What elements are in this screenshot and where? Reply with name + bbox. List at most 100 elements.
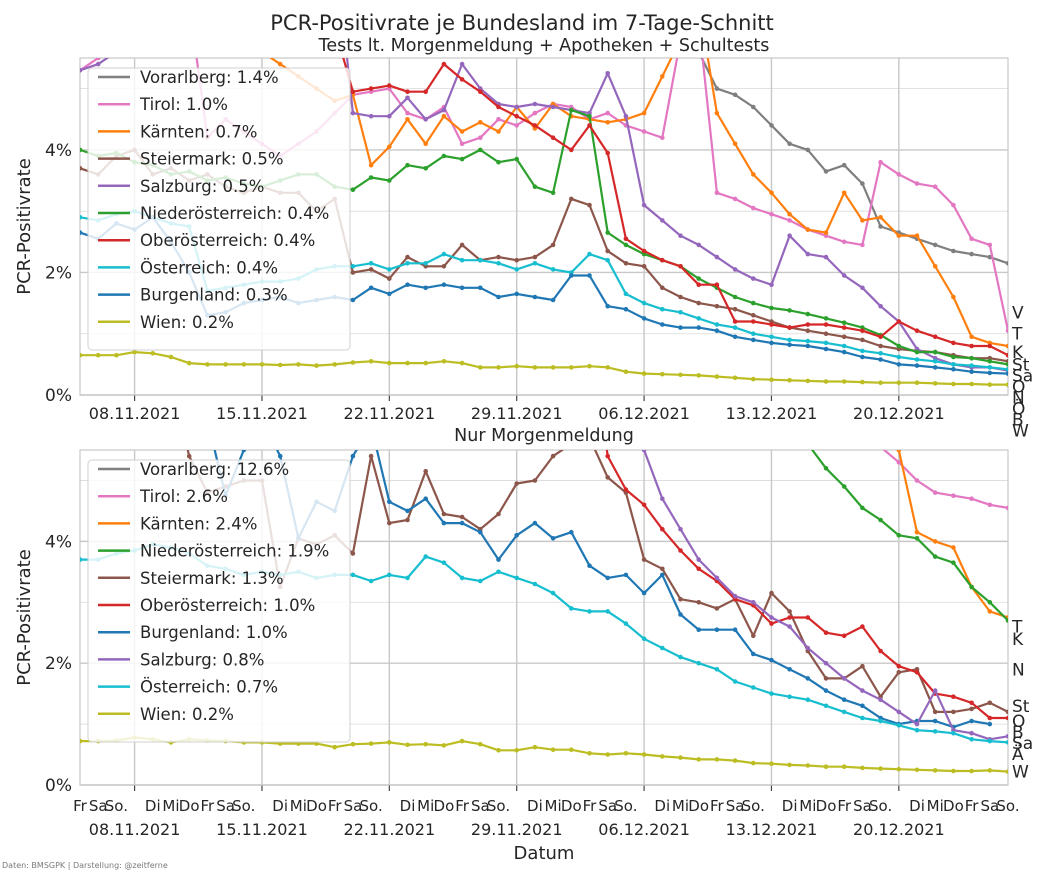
legend-entry: Oberösterreich: 0.4% [140, 231, 315, 250]
data-point [441, 153, 447, 159]
data-point [459, 575, 465, 581]
data-point [660, 285, 665, 291]
day-tick-label: Do [434, 797, 455, 815]
data-point [405, 137, 410, 142]
data-point [841, 484, 847, 489]
data-point [987, 365, 993, 370]
data-point [951, 367, 956, 372]
data-point [587, 251, 592, 257]
data-point [696, 566, 701, 572]
legend-entry: Österreich: 0.4% [140, 258, 278, 277]
day-tick-label: Fr [455, 797, 470, 815]
data-point [187, 7, 192, 12]
data-point [841, 764, 847, 769]
legend-entry: Steiermark: 0.5% [140, 150, 284, 169]
data-point [114, 50, 119, 55]
data-point [441, 61, 447, 67]
data-point [350, 551, 356, 556]
data-point [78, 37, 83, 42]
data-point [641, 264, 647, 269]
series-end-label: Sa [1012, 734, 1033, 754]
data-point [114, 369, 119, 374]
data-point [805, 378, 811, 384]
data-point [696, 660, 701, 666]
data-point [932, 688, 938, 693]
data-point [951, 202, 956, 208]
data-point [969, 706, 974, 712]
data-point [751, 313, 756, 318]
series-end-label: B [1012, 723, 1024, 743]
data-point [1005, 362, 1008, 367]
legend-entry: Oberösterreich: 1.0% [140, 596, 315, 615]
data-point [132, 31, 137, 36]
data-point [987, 600, 993, 605]
data-point [1005, 734, 1008, 739]
data-point [478, 257, 483, 263]
data-point [387, 360, 392, 366]
y-tick-label: 0% [45, 386, 72, 406]
data-point [569, 308, 574, 313]
day-tick-label: Di [272, 797, 288, 815]
day-tick-label: Do [179, 797, 200, 815]
data-point [732, 325, 738, 330]
data-point [278, 1, 283, 6]
data-point [878, 380, 883, 386]
data-point [478, 741, 483, 747]
data-point [896, 354, 902, 360]
data-point [860, 663, 865, 669]
data-point [605, 120, 610, 125]
data-point [751, 259, 756, 264]
data-point [186, 453, 192, 459]
data-point [260, 50, 265, 55]
data-point [969, 236, 974, 242]
data-point [423, 469, 429, 474]
data-point [423, 496, 429, 502]
data-point [551, 76, 556, 81]
data-point [805, 322, 811, 327]
data-point [187, 1, 192, 6]
data-point [678, 526, 683, 532]
data-point [714, 606, 720, 611]
data-point [896, 709, 902, 715]
data-point [696, 242, 701, 248]
series-line [896, 450, 1008, 619]
data-point [459, 738, 465, 744]
legend-entry: Tirol: 2.6% [139, 487, 228, 506]
data-point [914, 536, 920, 541]
data-point [714, 374, 720, 379]
day-tick-label: So. [996, 797, 1019, 815]
data-point [496, 70, 501, 75]
data-point [95, 352, 101, 358]
data-point [896, 670, 902, 675]
data-point [732, 593, 738, 599]
data-point [732, 294, 738, 300]
data-point [605, 575, 610, 581]
data-point [351, 289, 356, 294]
data-point [969, 700, 974, 706]
data-point [932, 184, 938, 189]
data-point [751, 356, 756, 361]
data-point [641, 110, 647, 116]
data-point [496, 104, 501, 110]
legend-box [87, 459, 351, 743]
data-point [714, 328, 720, 334]
data-point [878, 697, 883, 702]
data-point [678, 310, 683, 315]
data-point [951, 294, 956, 300]
data-point [296, 362, 301, 367]
data-point [823, 230, 829, 235]
data-point [550, 365, 556, 370]
data-point [660, 204, 665, 209]
data-point [350, 187, 356, 192]
data-point [532, 254, 538, 260]
data-point [769, 691, 774, 696]
data-point [550, 104, 556, 110]
data-point [660, 645, 665, 651]
data-point [732, 758, 738, 763]
data-point [623, 236, 629, 242]
data-point [350, 110, 356, 116]
data-point [496, 511, 501, 517]
data-point [787, 694, 792, 699]
data-point [714, 254, 720, 260]
